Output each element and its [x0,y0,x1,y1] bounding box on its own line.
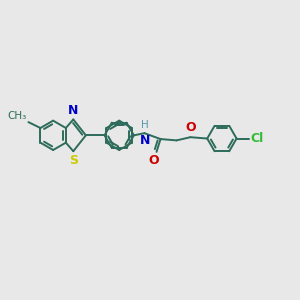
Text: O: O [186,121,196,134]
Text: Cl: Cl [251,132,264,145]
Text: S: S [69,154,78,167]
Text: N: N [140,134,150,147]
Text: O: O [148,154,159,167]
Text: H: H [141,120,149,130]
Text: CH₃: CH₃ [8,111,27,121]
Text: N: N [68,104,78,117]
